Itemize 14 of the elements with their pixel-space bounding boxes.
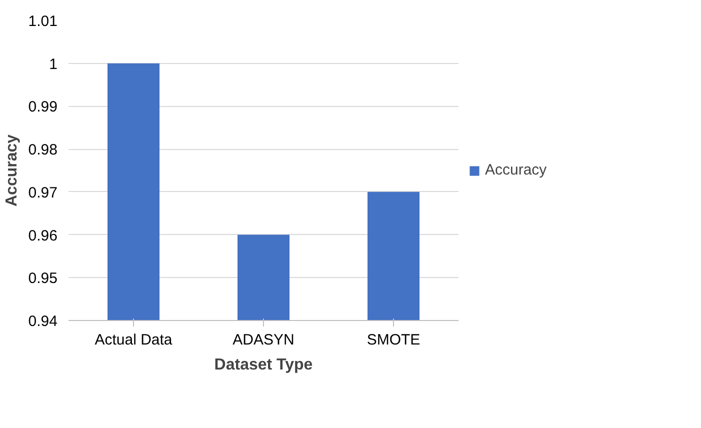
y-axis-title: Accuracy	[3, 134, 20, 207]
y-tick-label: 0.95	[28, 270, 58, 288]
y-tick-label: 1	[49, 56, 58, 73]
y-tick-label: 0.94	[28, 313, 58, 330]
y-tick-label: 0.98	[28, 142, 58, 159]
y-tick-label: 0.97	[28, 184, 58, 202]
y-tick-label: 0.96	[28, 227, 58, 244]
y-tick-label: 1.01	[28, 13, 58, 30]
y-tick-label: 0.99	[28, 98, 58, 116]
x-tick-label: ADASYN	[232, 332, 294, 348]
x-axis-title: Dataset Type	[214, 356, 313, 374]
x-tick-label: SMOTE	[366, 332, 420, 348]
x-tick-label: Actual Data	[94, 332, 173, 348]
legend-label: Accuracy	[485, 162, 547, 178]
